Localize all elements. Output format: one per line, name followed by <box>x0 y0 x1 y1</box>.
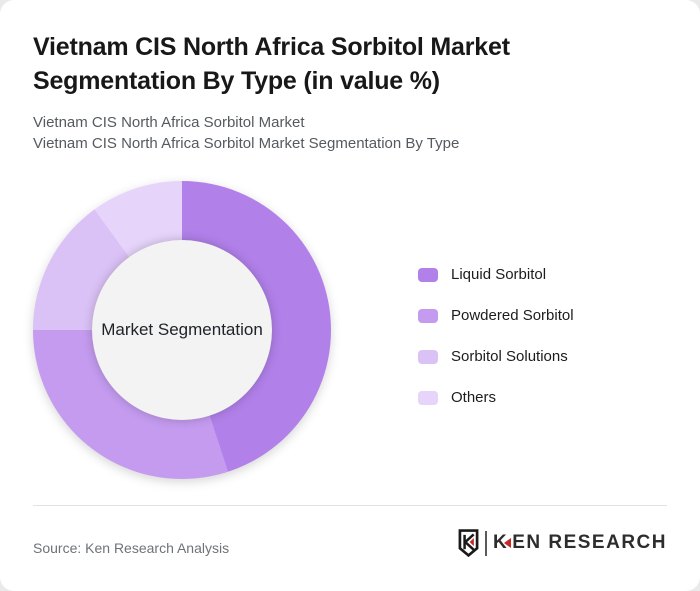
legend: Liquid Sorbitol Powdered Sorbitol Sorbitol… <box>418 266 574 406</box>
legend-item[interactable]: Liquid Sorbitol <box>418 266 574 283</box>
source-note: Source: Ken Research Analysis <box>33 540 230 556</box>
legend-swatch <box>418 390 438 405</box>
legend-label: Sorbitol Solutions <box>451 348 568 365</box>
footer-divider <box>33 505 667 506</box>
red-triangle-icon <box>504 538 512 548</box>
donut-center: Market Segmentation <box>92 240 272 420</box>
logo-divider-bar <box>484 530 487 556</box>
legend-swatch <box>418 349 438 364</box>
ken-research-logo: K EN RESEARCH <box>458 529 667 557</box>
ken-research-shield-icon <box>458 529 479 557</box>
brand-wordmark: K EN RESEARCH <box>493 532 667 554</box>
donut-ring[interactable]: Market Segmentation <box>33 181 331 479</box>
brand-letter-k: K <box>492 532 509 553</box>
legend-item[interactable]: Others <box>418 389 574 406</box>
legend-item[interactable]: Sorbitol Solutions <box>418 348 574 365</box>
legend-label: Others <box>451 389 497 406</box>
brand-rest: EN RESEARCH <box>512 532 667 553</box>
legend-item[interactable]: Powdered Sorbitol <box>418 307 574 324</box>
page-title: Vietnam CIS North Africa Sorbitol Market… <box>33 33 510 95</box>
legend-swatch <box>418 267 438 282</box>
subtitle-line-1: Vietnam CIS North Africa Sorbitol Market <box>33 114 305 131</box>
chart-subtitle: Vietnam CIS North Africa Sorbitol Market… <box>33 112 459 154</box>
subtitle-line-2: Vietnam CIS North Africa Sorbitol Market… <box>33 135 460 152</box>
legend-label: Powdered Sorbitol <box>451 307 574 324</box>
legend-swatch <box>418 308 438 323</box>
legend-label: Liquid Sorbitol <box>451 266 547 283</box>
donut-center-label: Market Segmentation <box>101 320 263 339</box>
